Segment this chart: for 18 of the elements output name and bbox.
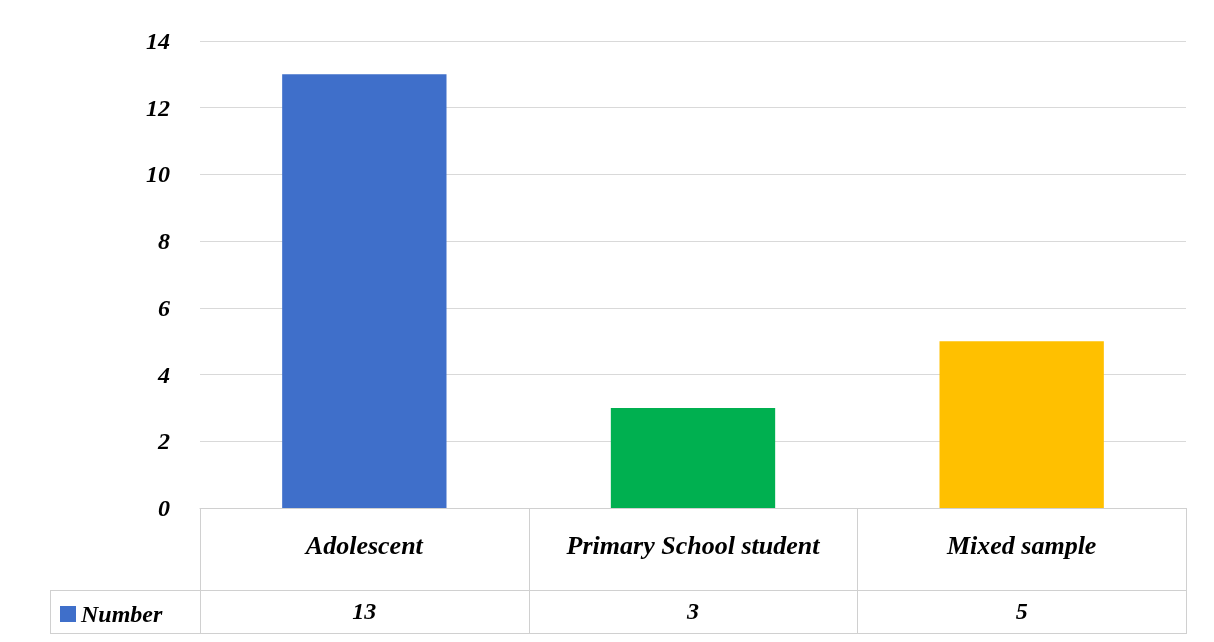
x-tick-label: Primary School student — [565, 530, 821, 560]
y-tick-label: 10 — [146, 161, 170, 188]
y-tick-label: 4 — [157, 361, 170, 388]
y-tick-label: 2 — [157, 428, 170, 455]
bar — [282, 74, 447, 508]
y-tick-label: 14 — [146, 28, 170, 54]
legend-label: Number — [80, 601, 163, 627]
x-tick-label: Adolescent — [303, 530, 424, 560]
y-tick-label: 8 — [158, 228, 170, 255]
bar — [939, 341, 1104, 508]
y-tick-label: 12 — [146, 94, 170, 121]
y-tick-label: 0 — [158, 495, 170, 521]
x-tick-label: Mixed sample — [945, 530, 1097, 560]
y-tick-label: 6 — [158, 294, 170, 321]
data-label: 3 — [686, 598, 700, 625]
data-label: 13 — [351, 598, 378, 625]
bar — [610, 407, 776, 508]
data-label: 5 — [1014, 598, 1029, 625]
